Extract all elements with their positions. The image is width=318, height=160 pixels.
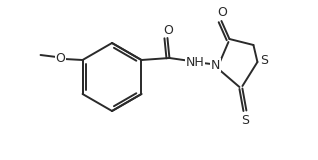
Text: S: S xyxy=(260,53,268,67)
Text: S: S xyxy=(241,113,249,127)
Text: O: O xyxy=(163,24,173,36)
Text: O: O xyxy=(218,5,227,19)
Text: NH: NH xyxy=(186,56,205,68)
Text: O: O xyxy=(56,52,66,64)
Text: N: N xyxy=(211,59,220,72)
